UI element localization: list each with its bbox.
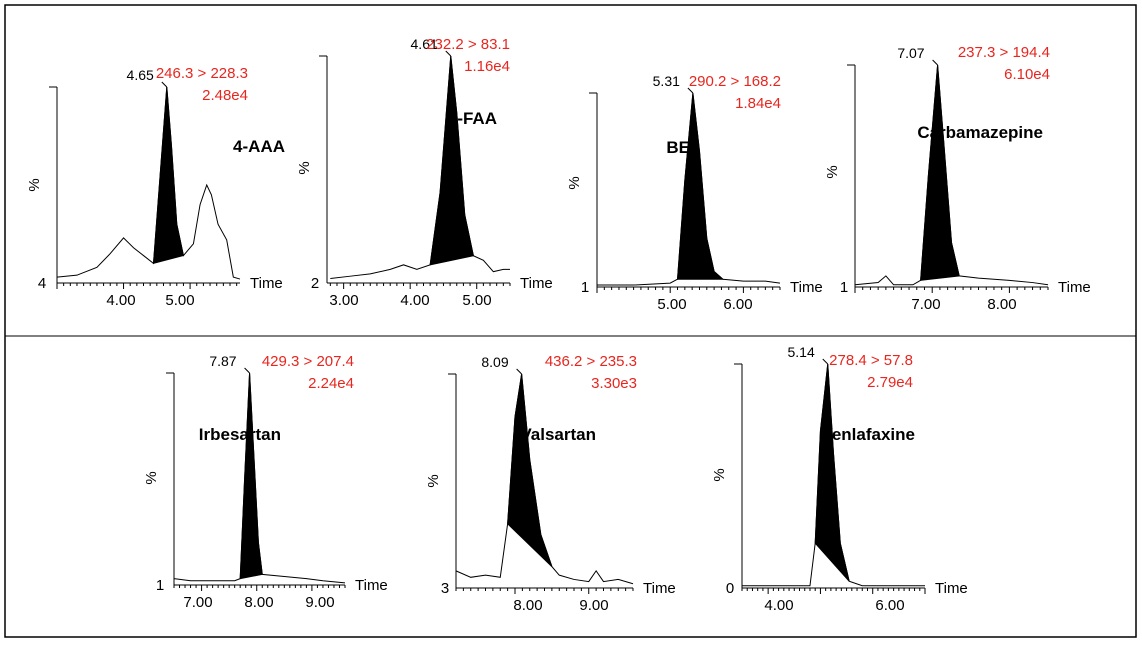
x-tick-label: 5.00 (165, 292, 194, 309)
retention-time-leader (687, 87, 694, 94)
x-tick-label: 7.00 (911, 296, 940, 313)
intensity-label: 1.84e4 (735, 95, 781, 112)
chromatogram-panel-carbamazepine: 7.00 8.00% 1 Time 7.07 237.3 > 194.4 6.10e4 Car… (824, 44, 1091, 313)
x-axis-time-label: Time (643, 580, 676, 597)
chromatogram-panel-4-aaa: 4.00 5.00% 4 Time 4.65 246.3 > 228.3 2.48e4 4-A… (26, 65, 285, 309)
x-tick-label: 6.00 (723, 296, 752, 313)
x-tick-label: 4.00 (764, 597, 793, 614)
x-tick-label: 4.00 (400, 292, 429, 309)
chromatogram-trace (742, 363, 925, 587)
x-axis-time-label: Time (935, 580, 968, 597)
chromatogram-trace (173, 372, 346, 584)
mrm-transition-label: 246.3 > 228.3 (156, 65, 248, 82)
compound-name-label: 4-FAA (448, 109, 497, 128)
intensity-label: 2.79e4 (867, 374, 913, 391)
y-axis-base-label: 1 (581, 279, 589, 296)
chromatogram-panel-irbesartan: 7.00 8.00 9.00% 1 Time 7.87 429.3 > 207.4 2.24e… (143, 353, 388, 611)
retention-time-leader (932, 59, 938, 66)
mrm-transition-label: 232.2 > 83.1 (426, 36, 510, 53)
x-axis-time-label: Time (355, 577, 388, 594)
compound-name-label: Irbesartan (199, 425, 281, 444)
x-tick-label: 8.00 (987, 296, 1016, 313)
chromatogram-panel-be: 5.00 6.00% 1 Time 5.31 290.2 > 168.2 1.84e4 BE (566, 73, 823, 313)
x-tick-label: 3.00 (329, 292, 358, 309)
intensity-label: 1.16e4 (464, 58, 510, 75)
y-axis-percent-label: % (425, 474, 442, 487)
x-tick-label: 9.00 (305, 594, 334, 611)
chromatogram-trace (455, 373, 634, 585)
retention-time-label: 4.65 (127, 67, 154, 83)
y-axis-base-label: 1 (156, 577, 164, 594)
y-axis-base-label: 3 (441, 580, 449, 597)
retention-time-leader (445, 50, 452, 57)
retention-time-label: 4.61 (411, 36, 438, 52)
y-axis-base-label: 0 (726, 580, 734, 597)
y-axis-base-label: 2 (311, 275, 319, 292)
x-tick-label: 5.00 (657, 296, 686, 313)
y-axis-base-label: 4 (38, 275, 46, 292)
intensity-label: 2.24e4 (308, 375, 354, 392)
intensity-label: 2.48e4 (202, 87, 248, 104)
compound-name-label: Valsartan (520, 425, 596, 444)
compound-name-label: BE (666, 138, 690, 157)
retention-time-label: 7.07 (897, 45, 924, 61)
retention-time-leader (244, 367, 250, 374)
y-axis-percent-label: % (143, 471, 160, 484)
mrm-transition-label: 237.3 > 194.4 (958, 44, 1050, 61)
x-tick-label: 7.00 (183, 594, 212, 611)
intensity-label: 3.30e3 (591, 375, 637, 392)
y-axis-percent-label: % (296, 161, 313, 174)
x-axis-time-label: Time (1058, 279, 1091, 296)
mrm-transition-label: 436.2 > 235.3 (545, 353, 637, 370)
y-axis-percent-label: % (711, 468, 728, 481)
y-axis-percent-label: % (566, 176, 583, 189)
x-tick-label: 4.00 (106, 292, 135, 309)
retention-time-leader (161, 81, 168, 88)
x-axis-time-label: Time (520, 275, 553, 292)
retention-time-label: 5.31 (653, 73, 680, 89)
retention-time-label: 8.09 (481, 354, 508, 370)
y-axis-percent-label: % (824, 165, 841, 178)
retention-time-label: 5.14 (787, 344, 814, 360)
chromatogram-panel-valsartan: 8.00 9.00% 3 Time 8.09 436.2 > 235.3 3.30e3 Val… (425, 353, 676, 614)
mrm-transition-label: 278.4 > 57.8 (829, 352, 913, 369)
compound-name-label: 4-AAA (233, 137, 285, 156)
retention-time-leader (822, 358, 829, 365)
mrm-transition-label: 290.2 > 168.2 (689, 73, 781, 90)
retention-time-leader (516, 368, 522, 375)
mrm-transition-label: 429.3 > 207.4 (262, 353, 354, 370)
chromatogram-trace (597, 92, 781, 286)
chromatogram-trace (330, 55, 510, 279)
x-axis-time-label: Time (790, 279, 823, 296)
x-tick-label: 8.00 (513, 597, 542, 614)
intensity-label: 6.10e4 (1004, 66, 1050, 83)
chromatogram-trace (56, 86, 241, 280)
x-tick-label: 8.00 (244, 594, 273, 611)
figure-border (4, 4, 1137, 638)
y-axis-base-label: 1 (840, 279, 848, 296)
x-axis-time-label: Time (250, 275, 283, 292)
retention-time-label: 7.87 (209, 353, 236, 369)
compound-name-label: Venlafaxine (821, 425, 915, 444)
x-tick-label: 9.00 (579, 597, 608, 614)
x-tick-label: 5.00 (462, 292, 491, 309)
chromatogram-panel-venlafaxine: 4.00 6.00% 0 Time 5.14 278.4 > 57.8 2.79e4 Venl… (711, 344, 968, 614)
x-tick-label: 6.00 (875, 597, 904, 614)
y-axis-percent-label: % (26, 178, 43, 191)
compound-name-label: Carbamazepine (917, 123, 1043, 142)
